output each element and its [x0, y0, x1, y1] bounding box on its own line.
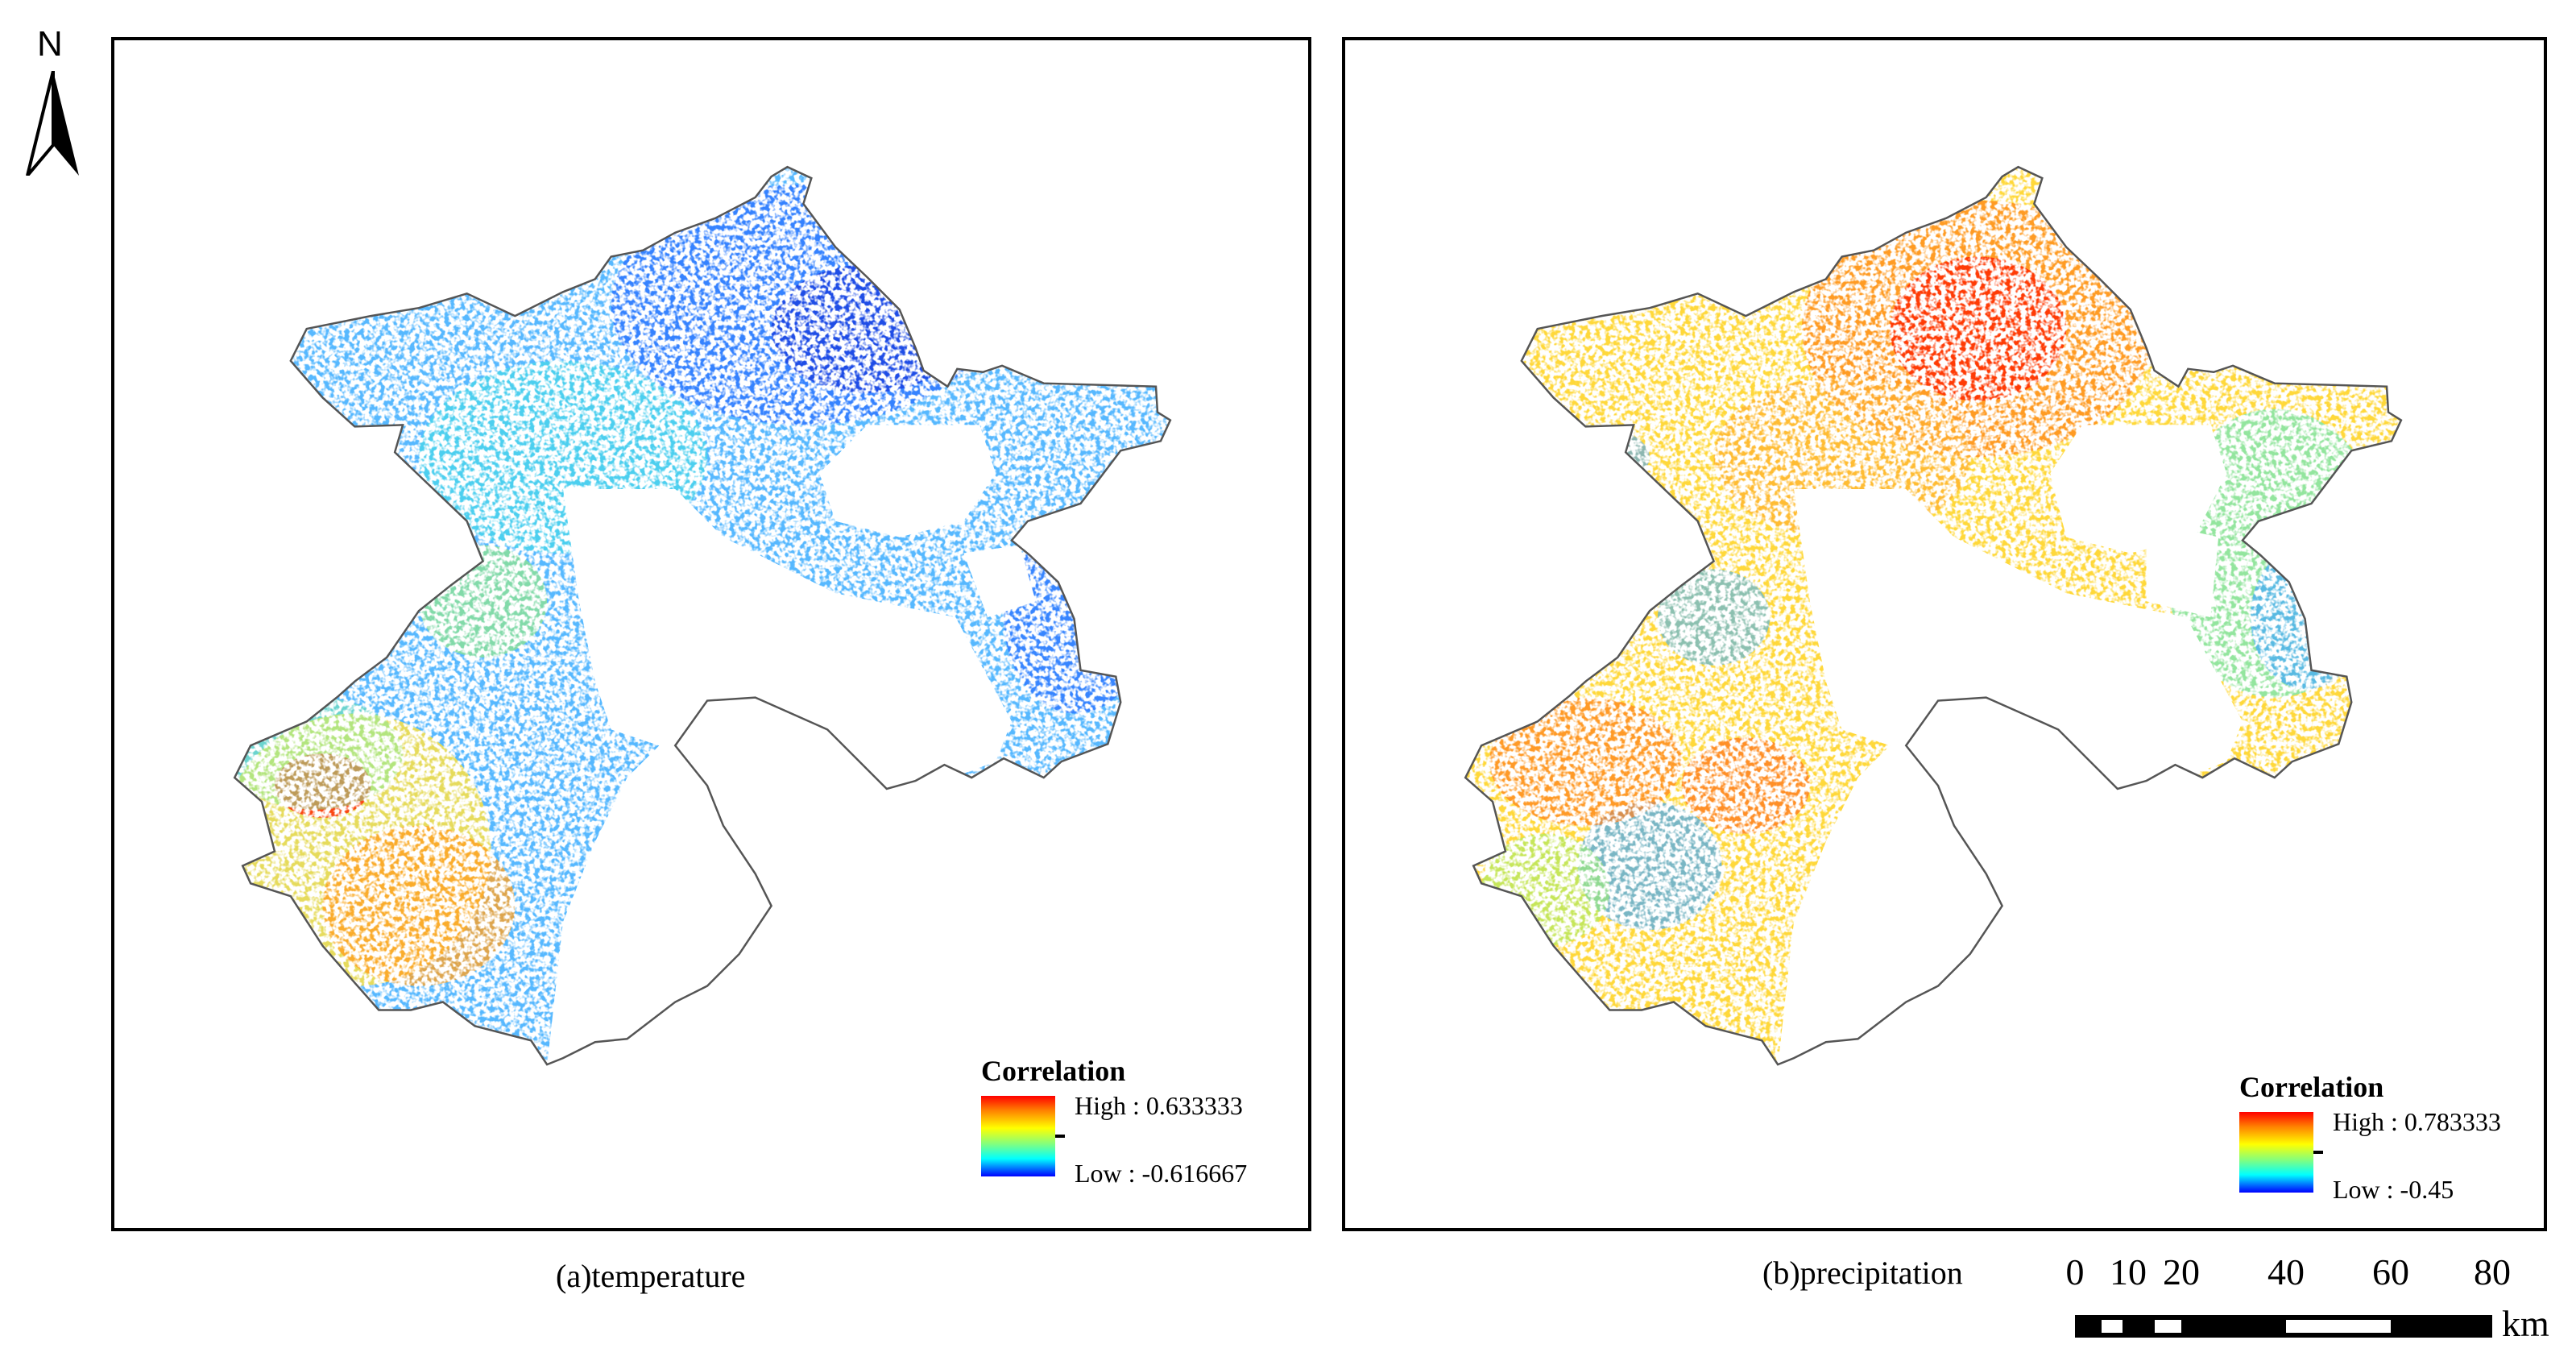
map-panel-temperature: Correlation High : 0.633333 Low : -0.616…	[111, 37, 1311, 1231]
caption-precipitation: (b)precipitation	[1762, 1255, 1963, 1291]
legend-mid-tick	[1055, 1135, 1065, 1138]
scale-bar-graphic	[2075, 1315, 2492, 1338]
scale-tick-10: 10	[2110, 1251, 2147, 1292]
legend-title: Correlation	[981, 1055, 1126, 1087]
legend-low-label: Low : -0.616667	[1075, 1159, 1248, 1188]
map-temperature	[233, 165, 1172, 1066]
legend-color-ramp	[981, 1096, 1055, 1176]
north-label: N	[37, 24, 63, 64]
scale-tick-0: 0	[2065, 1251, 2085, 1292]
legend-high-label: High : 0.633333	[1075, 1091, 1243, 1120]
legend-low-label: Low : -0.45	[2333, 1175, 2454, 1204]
scale-bar: 0 10 20 40 60 80 km	[2062, 1251, 2562, 1347]
scale-tick-20: 20	[2163, 1251, 2200, 1292]
legend-color-ramp	[2239, 1112, 2313, 1193]
north-arrow-icon	[26, 71, 79, 176]
map-panel-precipitation: Correlation High : 0.783333 Low : -0.45	[1342, 37, 2547, 1231]
scale-unit: km	[2502, 1303, 2549, 1344]
legend-high-label: High : 0.783333	[2333, 1107, 2501, 1136]
map-precipitation	[1464, 165, 2403, 1066]
caption-temperature: (a)temperature	[556, 1258, 746, 1294]
scale-tick-80: 80	[2474, 1251, 2511, 1292]
north-arrow: N	[23, 24, 84, 176]
scale-tick-40: 40	[2267, 1251, 2305, 1292]
legend-mid-tick	[2313, 1151, 2323, 1154]
scale-tick-60: 60	[2372, 1251, 2409, 1292]
legend-title: Correlation	[2239, 1071, 2384, 1103]
